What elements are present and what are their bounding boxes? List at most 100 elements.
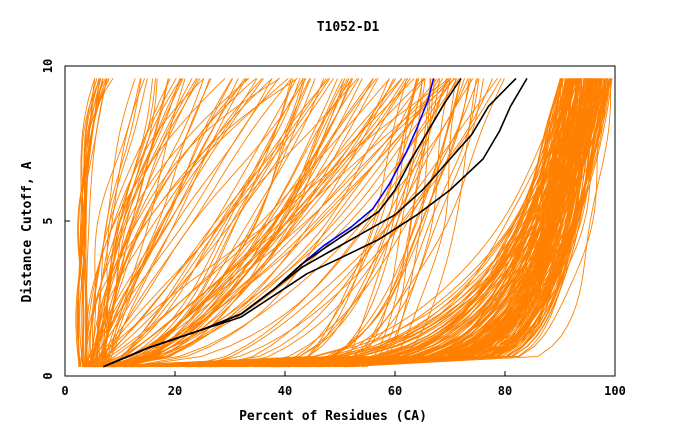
model-curve [111,78,338,368]
model-curve [209,78,569,368]
model-curve [284,78,561,368]
model-curve [92,78,273,367]
model-curve [96,78,571,368]
model-curve [206,78,564,368]
x-axis-label: Percent of Residues (CA) [239,409,427,424]
model-curve [118,78,312,368]
model-curve [85,78,96,367]
model-curve [88,78,205,367]
y-axis-label: Distance Cutoff, A [20,161,35,302]
model-curve [117,78,311,368]
chart-title: T1052-D1 [317,20,380,35]
model-curve [98,78,281,367]
x-tick-label: 80 [498,384,512,398]
model-curve [107,78,571,368]
y-axis: 0 5 10 [41,59,70,380]
x-tick-label: 60 [388,384,402,398]
model-curve [104,78,248,367]
model-curve [257,78,470,368]
model-curve [99,78,358,367]
model-curve [97,78,455,368]
model-curve [95,78,197,367]
model-curve [83,78,110,367]
y-tick-label: 0 [41,372,55,379]
model-curve [129,78,590,368]
model-curve [90,78,239,367]
model-curve [114,78,576,368]
model-curve [96,78,146,367]
model-curve [164,78,599,368]
model-curve [130,78,612,368]
model-curves [75,78,613,368]
model-curve [274,78,599,368]
model-curve [88,78,329,368]
x-tick-label: 0 [61,384,68,398]
model-curve [197,78,448,368]
model-curve [87,78,211,367]
x-tick-label: 100 [604,384,626,398]
model-curve [236,78,562,368]
model-curve [277,78,585,368]
model-curve [101,78,171,367]
model-curve [88,78,307,367]
model-curve [112,78,297,368]
model-curve [93,78,587,368]
model-curve [231,78,586,368]
model-curve [107,78,247,367]
model-curve [203,78,564,368]
y-tick-label: 10 [41,59,55,73]
model-curve [217,78,474,368]
model-curve [134,78,576,368]
model-curve [106,78,258,367]
model-curve [283,78,598,368]
model-curve [112,78,331,368]
model-curve [92,78,360,368]
model-curve [87,78,334,368]
model-curve [289,78,424,368]
model-curve [114,78,374,368]
model-curve [166,78,609,368]
x-tick-label: 40 [278,384,292,398]
model-curve [110,78,397,368]
model-curve [323,78,605,368]
model-curve [75,78,106,367]
model-curve [304,78,484,368]
highlighted-curves [103,77,528,368]
model-curve [343,78,564,368]
model-curve [130,78,353,368]
model-curve [107,78,325,368]
model-curve [107,78,612,368]
model-curve [83,78,280,367]
x-tick-label: 20 [168,384,182,398]
model-curve [102,78,572,368]
model-curve [86,78,298,367]
highlight-curve-black [103,77,528,368]
model-curve [101,78,402,368]
model-curve [246,78,479,368]
model-curve [95,78,212,367]
model-curve [285,78,593,368]
model-curve [92,78,136,367]
model-curve [96,78,391,368]
model-curve [103,78,263,367]
model-curve [92,78,415,368]
model-curve [187,78,502,368]
model-curve [253,78,447,368]
model-curve [285,78,408,368]
y-tick-label: 5 [41,217,55,224]
model-curve [85,78,226,367]
model-curve [346,78,612,368]
model-curve [304,78,579,368]
model-curve [92,78,611,368]
model-curve [102,78,426,368]
model-curve [244,78,418,368]
model-curve [127,78,379,368]
x-axis: 0 20 40 60 80 100 [61,371,626,398]
model-curve [113,78,409,368]
model-curve [299,78,585,368]
model-curve [103,78,233,367]
model-curve [271,78,610,368]
model-curve [122,78,350,368]
model-curve [361,78,462,368]
